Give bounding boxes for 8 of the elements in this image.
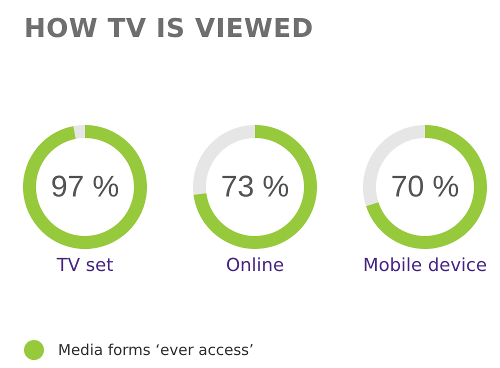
text: Mobile device — [362, 255, 488, 276]
data-label: 73 % — [220, 170, 290, 204]
text: Online — [224, 255, 286, 276]
text: TV set — [56, 255, 114, 276]
data-label: 97 % — [50, 170, 120, 204]
legend-label: Media forms ‘ever access’ — [58, 341, 254, 359]
chart-title: HOW TV IS VIEWED — [24, 14, 314, 44]
data-label: 70 % — [390, 170, 460, 204]
